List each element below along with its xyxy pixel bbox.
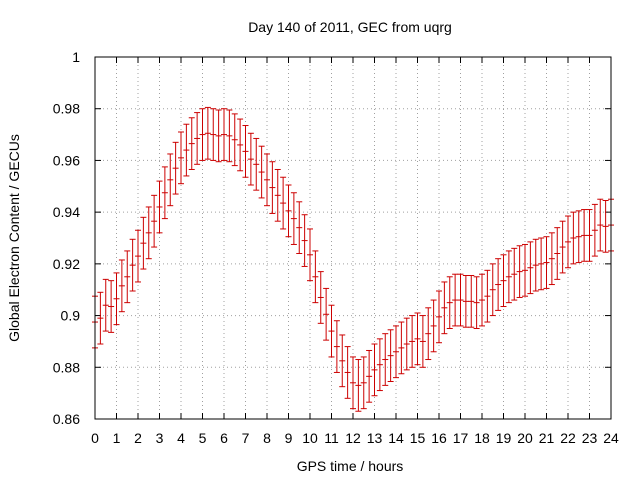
x-tick-label: 6 (220, 430, 228, 446)
x-tick-label: 12 (345, 430, 361, 446)
y-tick-label: 0.96 (53, 152, 80, 168)
plot-frame (94, 56, 612, 420)
y-axis-label: Global Electron Content / GECUs (6, 134, 22, 342)
x-tick-label: 24 (603, 430, 619, 446)
x-tick-label: 23 (582, 430, 598, 446)
x-tick-label: 15 (410, 430, 426, 446)
y-tick-label: 0.92 (53, 256, 80, 272)
x-tick-label: 11 (324, 430, 339, 446)
x-tick-label: 20 (517, 430, 533, 446)
x-tick-label: 18 (474, 430, 490, 446)
x-tick-label: 0 (91, 430, 99, 446)
tick-labels: 0 1 2 3 4 5 6 7 8 9 10 11 12 13 14 15 16 17 18 19 20 21 22 23 24… (53, 49, 619, 446)
axis-ticks (94, 56, 612, 420)
x-tick-label: 14 (388, 430, 404, 446)
y-tick-label: 0.94 (53, 204, 80, 220)
x-tick-label: 1 (113, 430, 121, 446)
x-tick-label: 3 (156, 430, 164, 446)
x-tick-label: 19 (496, 430, 512, 446)
x-tick-label: 9 (285, 430, 293, 446)
x-tick-label: 4 (177, 430, 185, 446)
gec-series (92, 106, 614, 412)
x-tick-label: 8 (263, 430, 271, 446)
y-tick-label: 0.88 (53, 359, 80, 375)
y-tick-label: 0.98 (53, 101, 80, 117)
x-tick-label: 21 (539, 430, 555, 446)
x-tick-label: 2 (134, 430, 142, 446)
x-tick-label: 17 (453, 430, 469, 446)
x-tick-label: 16 (431, 430, 447, 446)
x-axis-label: GPS time / hours (297, 458, 404, 474)
x-tick-label: 10 (302, 430, 318, 446)
chart-title: Day 140 of 2011, GEC from uqrg (248, 19, 452, 35)
x-tick-label: 13 (367, 430, 383, 446)
y-tick-label: 0.86 (53, 411, 80, 427)
x-tick-label: 22 (560, 430, 576, 446)
y-tick-label: 1 (72, 49, 80, 65)
x-tick-label: 5 (199, 430, 207, 446)
y-tick-label: 0.9 (61, 308, 81, 324)
x-tick-label: 7 (242, 430, 250, 446)
